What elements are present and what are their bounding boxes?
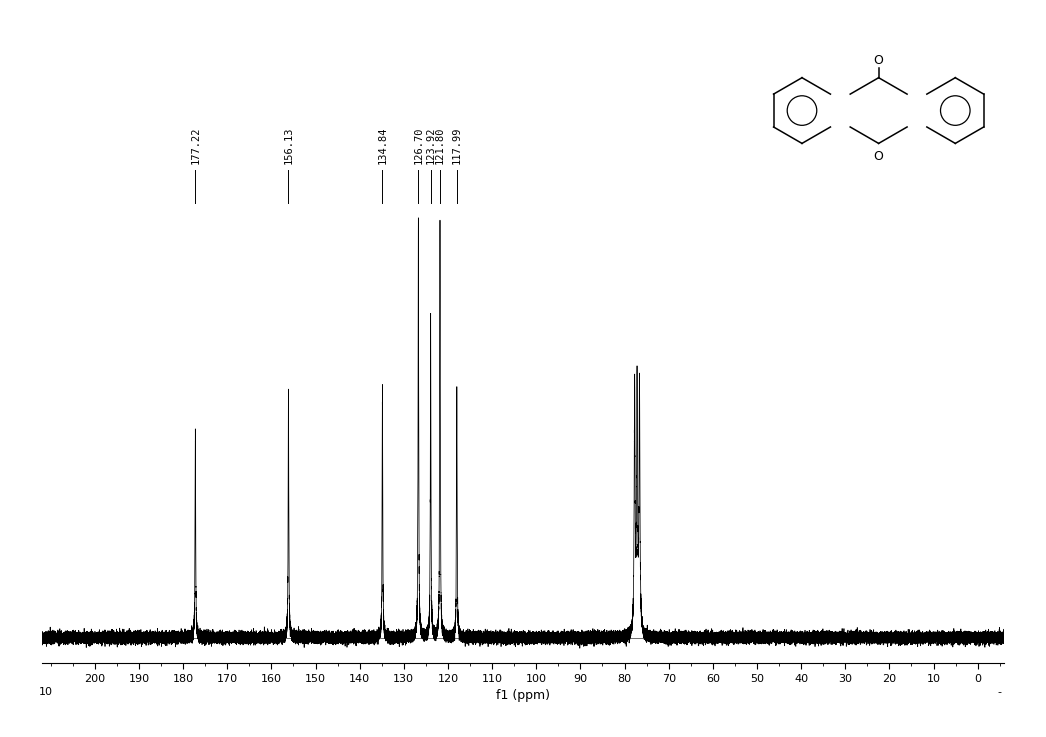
Text: 126.70: 126.70: [413, 127, 424, 164]
X-axis label: f1 (ppm): f1 (ppm): [496, 689, 550, 702]
Text: 117.99: 117.99: [452, 127, 462, 164]
Text: O: O: [873, 54, 884, 67]
Text: 177.22: 177.22: [190, 127, 201, 164]
Text: 156.13: 156.13: [283, 127, 294, 164]
Text: 134.84: 134.84: [378, 127, 387, 164]
Text: O: O: [873, 150, 884, 163]
Text: 123.92: 123.92: [426, 127, 435, 164]
Text: -: -: [998, 687, 1002, 697]
Text: 10: 10: [40, 687, 53, 697]
Text: 121.80: 121.80: [435, 127, 445, 164]
